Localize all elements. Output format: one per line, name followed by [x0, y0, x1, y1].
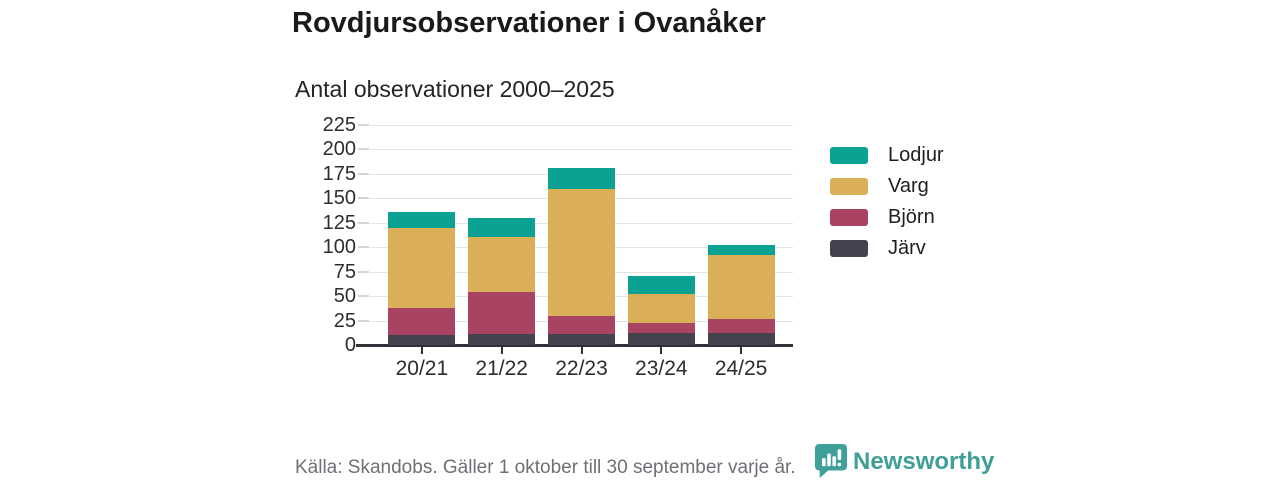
legend-item: Varg [830, 176, 929, 196]
x-tick-label: 20/21 [395, 357, 449, 380]
bar-segment-varg [468, 237, 536, 293]
bar-segment-varg [388, 227, 456, 308]
y-axis-tick [358, 172, 369, 175]
y-axis-tick [358, 295, 369, 298]
x-tick-label: 23/24 [635, 357, 688, 380]
legend-label: Lodjur [888, 144, 944, 166]
bar-segment-jrv [388, 335, 456, 345]
x-axis-line [364, 343, 793, 347]
bar-segment-bjrn [548, 315, 615, 335]
bar-segment-jrv [627, 333, 695, 345]
x-tick-label: 24/25 [714, 357, 768, 380]
y-axis-tick [358, 197, 369, 200]
y-tick-label: 200 [322, 138, 356, 161]
bar-segment-varg [627, 294, 695, 324]
bar-segment-varg [548, 188, 615, 316]
y-axis-tick [358, 221, 369, 224]
x-tick-label: 22/23 [555, 357, 608, 380]
bar-segment-bjrn [627, 323, 695, 334]
bar-segment-lodjur [707, 245, 775, 256]
legend-item: Lodjur [830, 145, 944, 165]
bar-segment-lodjur [548, 168, 615, 189]
legend-label: Björn [888, 206, 935, 228]
y-tick-label: 150 [322, 187, 356, 210]
grid-line [370, 125, 793, 126]
y-tick-label: 75 [333, 260, 356, 283]
legend-item: Björn [830, 207, 935, 227]
legend-swatch [830, 239, 868, 257]
y-tick-label: 0 [344, 334, 356, 356]
y-axis-tick [358, 148, 369, 151]
x-axis-tick [740, 346, 743, 354]
legend-item: Järv [830, 238, 926, 258]
bar-segment-jrv [548, 334, 615, 345]
y-axis-tick [358, 246, 369, 249]
legend-label: Varg [888, 175, 929, 197]
y-tick-label: 100 [322, 236, 356, 259]
y-axis-tick [358, 270, 369, 273]
bar-segment-bjrn [388, 307, 456, 336]
x-axis-tick [660, 346, 663, 354]
y-tick-label: 125 [322, 211, 356, 234]
x-axis-tick [580, 346, 583, 354]
legend-label: Järv [888, 237, 926, 259]
legend-swatch [830, 208, 868, 226]
bar-segment-lodjur [468, 217, 536, 238]
source-note: Källa: Skandobs. Gäller 1 oktober till 3… [295, 457, 796, 478]
brand-lockup [814, 442, 848, 480]
bar-segment-lodjur [627, 275, 695, 295]
y-axis-zero-tick [356, 343, 369, 347]
x-axis-tick [500, 346, 503, 354]
legend-swatch [830, 146, 868, 164]
bar-segment-bjrn [707, 318, 775, 334]
bar-segment-lodjur [388, 212, 456, 228]
brand-name: Newsworthy [853, 448, 995, 475]
x-tick-label: 21/22 [475, 357, 528, 380]
y-tick-label: 175 [322, 162, 356, 185]
legend-swatch [830, 177, 868, 195]
y-tick-label: 50 [333, 285, 356, 308]
chart-title: Rovdjursobservationer i Ovanåker [292, 7, 766, 39]
y-tick-label: 225 [322, 114, 356, 136]
bar-segment-jrv [707, 333, 775, 345]
y-axis-tick [358, 319, 369, 322]
y-axis-tick [358, 124, 369, 126]
bar-segment-bjrn [468, 292, 536, 335]
x-axis-tick [420, 346, 423, 354]
bar-segment-jrv [468, 334, 536, 345]
grid-line [370, 149, 793, 151]
newsworthy-logo-icon [814, 444, 848, 478]
bar-segment-varg [707, 255, 775, 319]
y-tick-label: 25 [333, 309, 356, 332]
chart-subtitle: Antal observationer 2000–2025 [295, 76, 615, 102]
